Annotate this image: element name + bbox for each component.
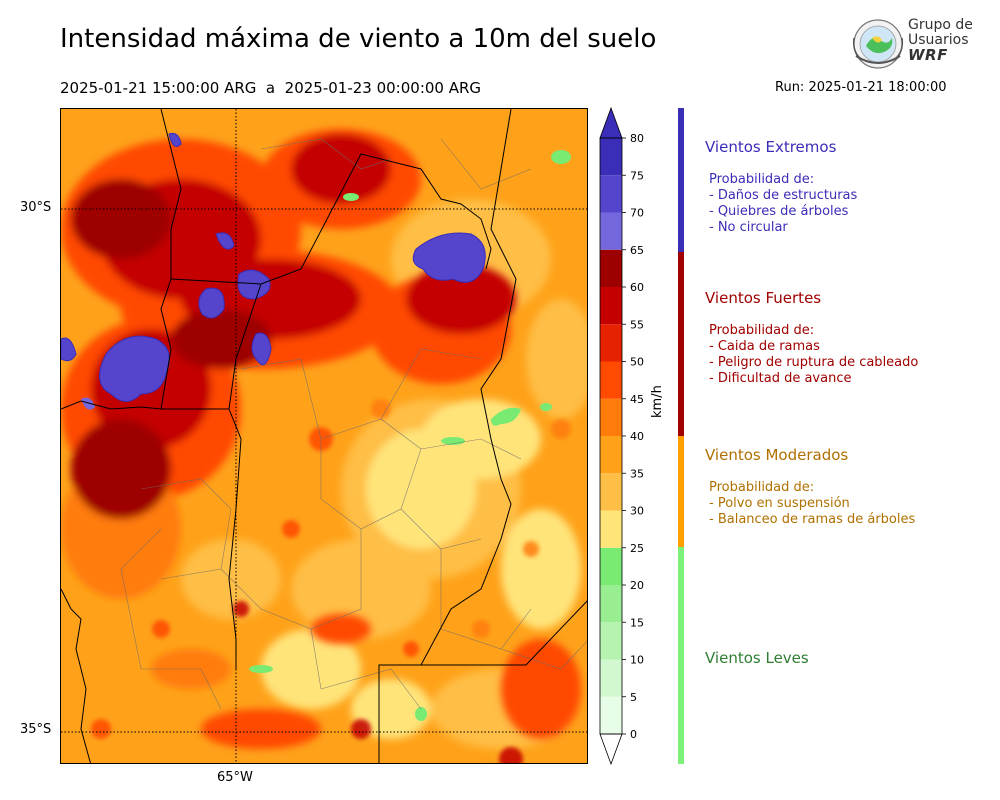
lat-label-30s: 30°S: [20, 200, 52, 215]
logo-text: Grupo de Usuarios WRF: [908, 18, 973, 64]
map-title: Intensidad máxima de viento a 10m del su…: [60, 24, 657, 54]
colorbar-bin: [600, 324, 622, 362]
colorbar: 0 5 10 15 20 25 30 35 40 45 50 55 60 65 70 75 80: [599, 106, 644, 766]
light-category-bar: [678, 547, 684, 764]
logo-line-2: Usuarios: [908, 32, 969, 48]
colorbar-bin: [600, 436, 622, 474]
category-title-extreme: Vientos Extremos: [705, 138, 837, 156]
colorbar-tick-label: 25: [630, 542, 644, 555]
colorbar-tick-label: 35: [630, 467, 644, 480]
colorbar-tick-label: 10: [630, 654, 644, 667]
department-boundaries: [120, 138, 587, 710]
strong-category-bar: [678, 252, 684, 436]
colorbar-tick-label: 40: [630, 430, 644, 443]
colorbar-bin: [600, 138, 622, 176]
colorbar-bin: [600, 696, 622, 734]
colorbar-tick-label: 55: [630, 318, 644, 331]
colorbar-tick-label: 60: [630, 281, 644, 294]
colorbar-bin: [600, 659, 622, 697]
colorbar-bin: [600, 249, 622, 287]
colorbar-tick-label: 45: [630, 393, 644, 406]
category-desc-strong: Probabilidad de: - Caida de ramas - Peli…: [709, 323, 919, 386]
extreme-wind-areas: [61, 133, 486, 410]
colorbar-bin: [600, 361, 622, 399]
colorbar-bin: [600, 287, 622, 325]
graticule: [61, 109, 587, 763]
texture: [91, 399, 571, 763]
category-title-strong: Vientos Fuertes: [705, 289, 822, 307]
colorbar-extend-low: [599, 733, 623, 766]
colorbar-bin: [600, 398, 622, 436]
colorbar-bin: [600, 473, 622, 511]
colorbar-tick-label: 65: [630, 244, 644, 257]
moderate-category-bar: [678, 436, 684, 547]
category-title-light: Vientos Leves: [705, 649, 809, 667]
category-desc-moderate: Probabilidad de: - Polvo en suspensión -…: [709, 480, 916, 527]
category-desc-extreme: Probabilidad de: - Daños de estructuras …: [709, 172, 858, 235]
lon-label-65w: 65°W: [217, 770, 253, 785]
colorbar-tick-label: 0: [630, 728, 637, 741]
colorbar-bin: [600, 585, 622, 623]
colorbar-tick-label: 5: [630, 691, 637, 704]
colorbar-tick-label: 30: [630, 505, 644, 518]
strong-wind-areas: [61, 129, 581, 749]
extreme-category-bar: [678, 108, 684, 252]
colorbar-tick-label: 50: [630, 356, 644, 369]
wind-map: [60, 108, 588, 764]
logo-line-1: Grupo de: [908, 17, 973, 33]
forecast-period: 2025-01-21 15:00:00 ARG a 2025-01-23 00:…: [60, 79, 482, 97]
colorbar-bin: [600, 212, 622, 250]
province-boundaries: [61, 109, 587, 763]
colorbar-tick-label: 75: [630, 169, 644, 182]
colorbar-bin: [600, 547, 622, 585]
colorbar-bin: [600, 175, 622, 213]
colorbar-extend-high: [599, 106, 623, 139]
colorbar-tick-label: 20: [630, 579, 644, 592]
colorbar-unit: km/h: [650, 385, 665, 418]
lat-label-35s: 35°S: [20, 722, 52, 737]
colorbar-tick-label: 15: [630, 616, 644, 629]
light-wind-areas: [249, 150, 571, 721]
category-title-moderate: Vientos Moderados: [705, 446, 849, 464]
model-run-time: Run: 2025-01-21 18:00:00: [775, 80, 947, 95]
colorbar-tick-label: 80: [630, 132, 644, 145]
colorbar-tick-label: 70: [630, 207, 644, 220]
colorbar-bin: [600, 510, 622, 548]
wind-map-canvas: [61, 109, 587, 763]
wrf-logo: [852, 19, 904, 69]
colorbar-bin: [600, 622, 622, 660]
logo-line-3: WRF: [908, 46, 948, 64]
